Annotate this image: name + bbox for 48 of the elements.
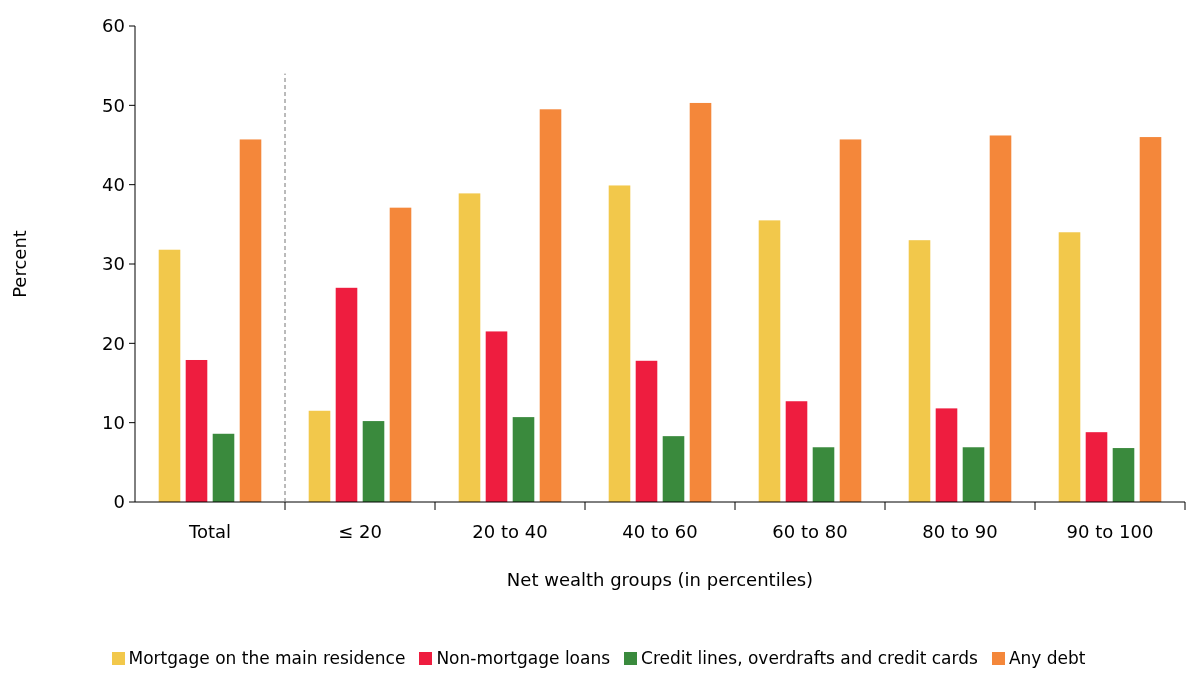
x-tick-label: 20 to 40 (472, 521, 548, 542)
bar (935, 408, 958, 502)
bar (839, 139, 862, 502)
y-tick-label: 60 (102, 15, 125, 37)
bar (212, 433, 235, 502)
bar (989, 135, 1012, 502)
bar (608, 185, 631, 502)
bar (512, 417, 535, 502)
y-axis-title: Percent (9, 230, 30, 298)
bar (812, 447, 835, 502)
bar (1139, 137, 1162, 502)
x-tick-label: 90 to 100 (1066, 521, 1154, 542)
y-tick-label: 40 (102, 173, 125, 195)
bar (908, 240, 931, 502)
bar (185, 359, 208, 502)
bar (239, 139, 262, 502)
y-tick-label: 0 (113, 491, 125, 513)
bar (962, 447, 985, 502)
bar (539, 109, 562, 502)
y-tick-label: 20 (102, 332, 125, 354)
bar (662, 436, 685, 502)
x-axis-title: Net wealth groups (in percentiles) (506, 569, 814, 590)
bar (758, 220, 781, 502)
x-tick-label: ≤ 20 (338, 521, 382, 542)
bar (362, 421, 385, 502)
y-tick-label: 30 (102, 253, 125, 275)
bar (689, 102, 712, 502)
bar (1058, 232, 1081, 502)
bar (389, 207, 412, 502)
bar (1085, 432, 1108, 502)
x-tick-label: 40 to 60 (622, 521, 698, 542)
bar (785, 401, 808, 502)
bar (458, 193, 481, 502)
bar (335, 287, 358, 502)
x-tick-label: Total (187, 521, 232, 542)
legend-label: Credit lines, overdrafts and credit cards (641, 648, 978, 668)
bar (308, 410, 331, 502)
bar (158, 249, 181, 502)
y-tick-label: 50 (102, 94, 125, 116)
y-tick-label: 10 (102, 411, 125, 433)
x-tick-label: 80 to 90 (922, 521, 998, 542)
bar (1112, 448, 1135, 502)
legend-label: Mortgage on the main residence (128, 648, 406, 668)
x-tick-label: 60 to 80 (772, 521, 848, 542)
legend-label: Non-mortgage loans (436, 648, 611, 668)
legend-label: Any debt (1008, 648, 1086, 668)
bar (635, 360, 658, 502)
bar (485, 331, 508, 502)
